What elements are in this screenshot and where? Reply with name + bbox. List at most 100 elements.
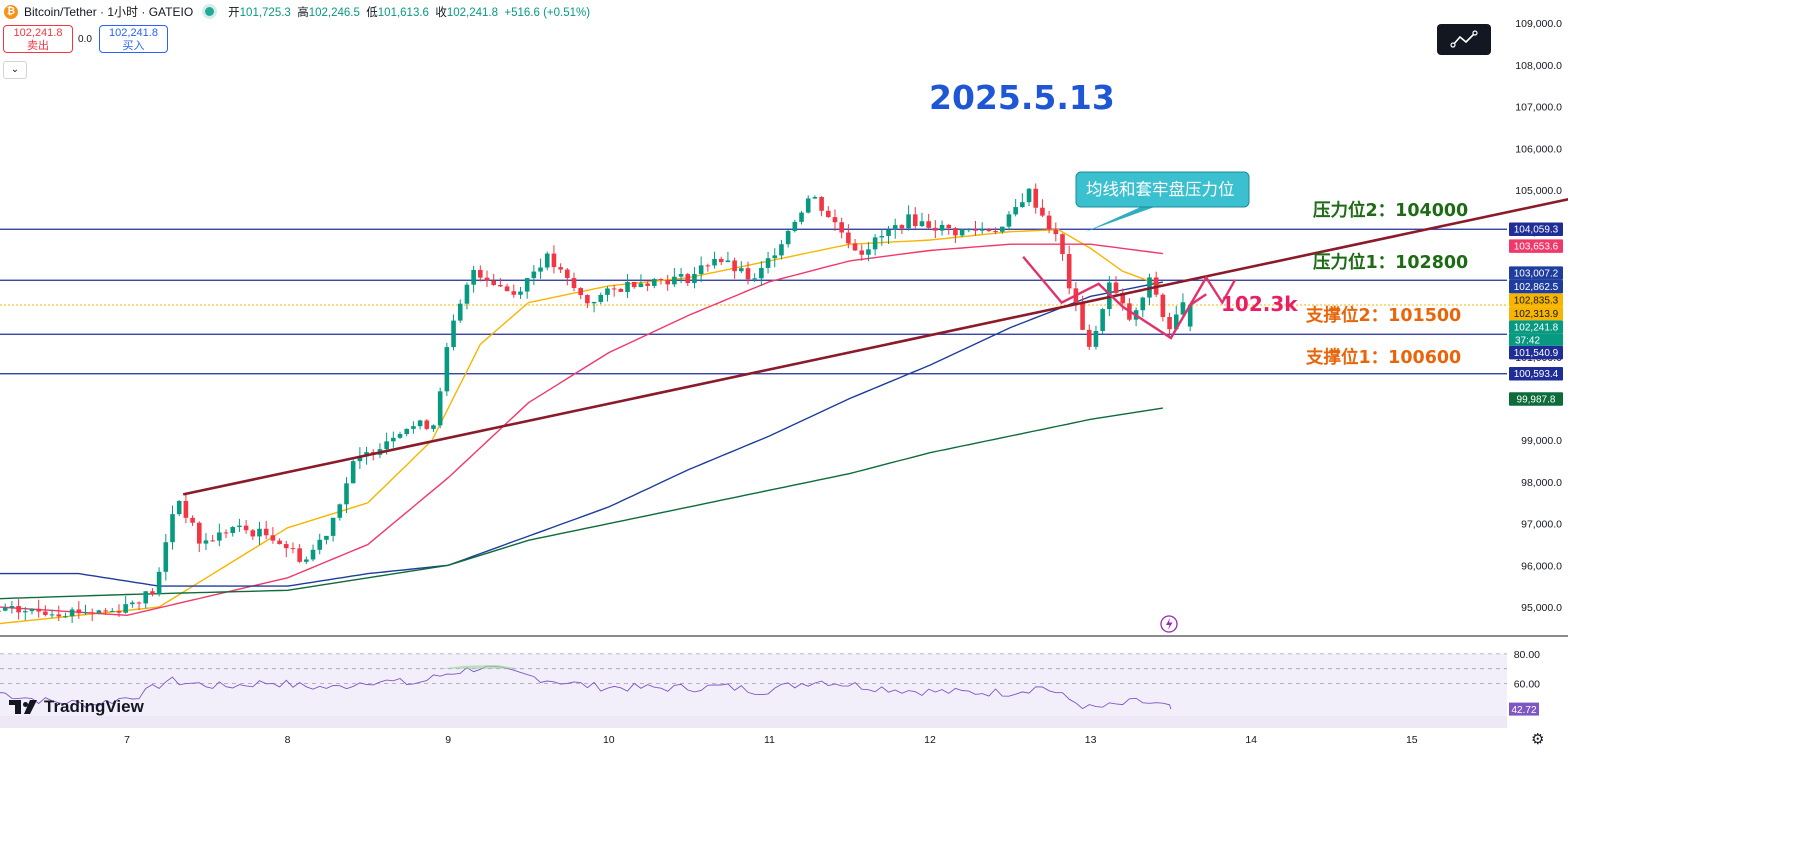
- candle[interactable]: [384, 441, 389, 450]
- candle[interactable]: [953, 228, 958, 236]
- tradingview-logo[interactable]: TradingView: [8, 697, 144, 717]
- candle[interactable]: [939, 224, 945, 231]
- candle[interactable]: [1040, 207, 1045, 216]
- candle[interactable]: [946, 224, 952, 229]
- candle[interactable]: [1033, 188, 1039, 208]
- candle[interactable]: [759, 267, 764, 279]
- candle[interactable]: [89, 612, 95, 614]
- zigzag-projection-tail[interactable]: [1189, 275, 1237, 306]
- moving-average-ma_mid[interactable]: [0, 243, 1163, 617]
- candle[interactable]: [1113, 282, 1119, 294]
- candle[interactable]: [792, 221, 798, 231]
- candle[interactable]: [872, 237, 878, 250]
- candle[interactable]: [190, 517, 195, 523]
- candle[interactable]: [745, 268, 751, 280]
- candle[interactable]: [203, 540, 209, 544]
- candle[interactable]: [565, 269, 570, 279]
- candle[interactable]: [123, 604, 128, 613]
- candle[interactable]: [859, 250, 865, 255]
- candle[interactable]: [511, 291, 517, 295]
- candle[interactable]: [625, 281, 630, 292]
- candle[interactable]: [130, 602, 135, 605]
- candle[interactable]: [692, 274, 697, 284]
- candle[interactable]: [892, 225, 898, 230]
- candle[interactable]: [1093, 330, 1099, 347]
- candle[interactable]: [678, 274, 684, 277]
- candle[interactable]: [839, 222, 844, 233]
- candle[interactable]: [571, 278, 577, 289]
- candle[interactable]: [585, 295, 590, 304]
- candle[interactable]: [223, 532, 229, 534]
- candle[interactable]: [605, 288, 610, 295]
- candle[interactable]: [665, 280, 670, 285]
- candle[interactable]: [9, 606, 15, 608]
- candle[interactable]: [1026, 188, 1032, 203]
- candle[interactable]: [1173, 314, 1179, 330]
- candle[interactable]: [277, 540, 282, 545]
- candle[interactable]: [337, 504, 343, 518]
- candle[interactable]: [1006, 214, 1012, 227]
- candle[interactable]: [404, 428, 410, 435]
- candle[interactable]: [504, 286, 510, 292]
- candle[interactable]: [645, 283, 650, 286]
- candle[interactable]: [350, 461, 356, 484]
- candle[interactable]: [973, 229, 978, 231]
- candle[interactable]: [83, 612, 88, 614]
- candle[interactable]: [0, 610, 1, 612]
- candle[interactable]: [457, 303, 463, 321]
- candle[interactable]: [852, 243, 858, 251]
- candle[interactable]: [1120, 293, 1126, 304]
- candle[interactable]: [544, 253, 550, 268]
- candle[interactable]: [899, 225, 905, 229]
- candle[interactable]: [49, 614, 55, 616]
- candle[interactable]: [886, 229, 891, 236]
- candle[interactable]: [163, 542, 169, 572]
- chevron-down-icon[interactable]: ⌄: [3, 61, 27, 79]
- candle[interactable]: [391, 437, 396, 442]
- candle[interactable]: [866, 249, 871, 255]
- date-annotation[interactable]: 2025.5.13: [929, 78, 1115, 117]
- support-1-label[interactable]: 支撑位1：100600: [1305, 347, 1461, 368]
- sell-button[interactable]: 102,241.8 卖出: [3, 25, 73, 53]
- candle[interactable]: [926, 221, 931, 228]
- candle[interactable]: [143, 591, 149, 604]
- symbol-title[interactable]: Bitcoin/Tether · 1小时 · GATEIO: [24, 5, 194, 19]
- candle[interactable]: [103, 610, 108, 612]
- candle[interactable]: [257, 528, 262, 537]
- candle[interactable]: [611, 288, 617, 290]
- candle[interactable]: [491, 280, 497, 285]
- candle[interactable]: [183, 500, 189, 518]
- candle[interactable]: [150, 591, 155, 595]
- candle[interactable]: [933, 227, 938, 231]
- candle[interactable]: [1086, 329, 1092, 347]
- candle[interactable]: [999, 226, 1005, 232]
- candle[interactable]: [397, 434, 403, 438]
- candle[interactable]: [1046, 215, 1052, 230]
- candle[interactable]: [672, 276, 677, 285]
- candle[interactable]: [578, 288, 583, 296]
- candle[interactable]: [29, 608, 35, 612]
- candle[interactable]: [484, 277, 490, 281]
- candle[interactable]: [250, 530, 256, 537]
- candle[interactable]: [230, 527, 236, 534]
- candle[interactable]: [805, 198, 811, 213]
- candle[interactable]: [270, 535, 276, 541]
- candle[interactable]: [685, 274, 691, 284]
- candle[interactable]: [424, 420, 430, 429]
- moving-average-ma_long[interactable]: [0, 407, 1164, 600]
- candle[interactable]: [444, 347, 450, 392]
- candle[interactable]: [738, 268, 744, 272]
- candle[interactable]: [551, 253, 557, 268]
- gear-icon[interactable]: ⚙: [1531, 731, 1545, 748]
- candle[interactable]: [718, 258, 724, 263]
- candle[interactable]: [109, 611, 115, 613]
- candle-last[interactable]: [1187, 305, 1193, 327]
- candle[interactable]: [56, 614, 62, 617]
- candle[interactable]: [498, 284, 503, 287]
- candle[interactable]: [986, 229, 992, 232]
- candle[interactable]: [170, 514, 175, 543]
- candle[interactable]: [765, 258, 771, 268]
- candle[interactable]: [116, 611, 122, 613]
- candle[interactable]: [966, 229, 972, 231]
- resistance-1-label[interactable]: 压力位1：102800: [1313, 252, 1468, 273]
